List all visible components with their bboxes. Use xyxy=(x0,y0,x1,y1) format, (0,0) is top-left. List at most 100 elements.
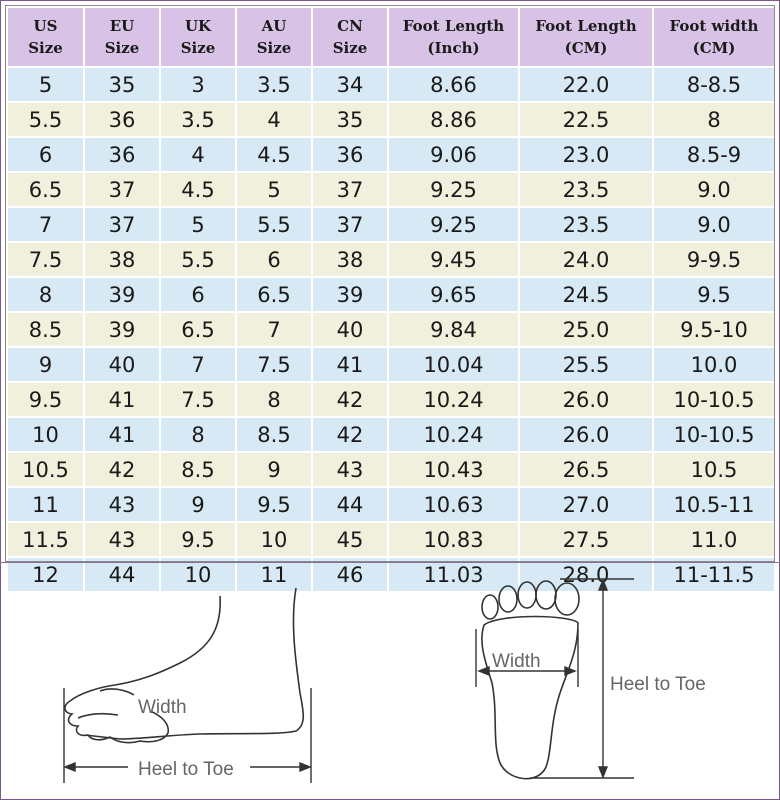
table-row: 8 39 6 6.5 39 9.65 24.5 9.5 xyxy=(6,276,776,313)
table-cell: 36 xyxy=(83,136,161,173)
column-header-line1: CN xyxy=(337,17,363,35)
table-cell: 9.0 xyxy=(652,171,776,208)
table-cell: 5.5 xyxy=(235,206,313,243)
table-cell: 4 xyxy=(159,136,237,173)
table-cell: 3.5 xyxy=(159,101,237,138)
table-cell: 8 xyxy=(6,276,85,313)
table-cell: 4 xyxy=(235,101,313,138)
table-cell: 25.0 xyxy=(518,311,654,348)
side-foot-measure-lines xyxy=(63,688,312,783)
table-cell: 37 xyxy=(83,206,161,243)
section-divider xyxy=(0,562,780,563)
table-row: 5 35 3 3.5 34 8.66 22.0 8-8.5 xyxy=(6,66,776,103)
table-cell: 45 xyxy=(311,521,389,558)
table-cell: 7.5 xyxy=(235,346,313,383)
table-cell: 41 xyxy=(311,346,389,383)
table-row: 5.5 36 3.5 4 35 8.86 22.5 8 xyxy=(6,101,776,138)
table-cell: 37 xyxy=(311,171,389,208)
table-cell: 40 xyxy=(83,346,161,383)
table-cell: 8 xyxy=(159,416,237,453)
table-cell: 43 xyxy=(311,451,389,488)
table-cell: 9.5 xyxy=(6,381,85,418)
table-cell: 41 xyxy=(83,416,161,453)
column-header-line1: EU xyxy=(109,17,135,35)
table-cell: 11.0 xyxy=(652,521,776,558)
column-header-line1: US xyxy=(33,17,58,35)
table-cell: 8.5 xyxy=(6,311,85,348)
column-header-line1: Foot Length xyxy=(402,17,505,35)
table-cell: 35 xyxy=(83,66,161,103)
table-cell: 39 xyxy=(83,311,161,348)
column-header-line2: Size xyxy=(104,39,140,57)
table-cell: 10.63 xyxy=(387,486,520,523)
side-foot-drawing xyxy=(64,587,305,744)
column-header-line2: Size xyxy=(180,39,216,57)
column-header: Foot Length (Inch) xyxy=(387,6,520,68)
table-cell: 7 xyxy=(6,206,85,243)
table-cell: 11 xyxy=(6,486,85,523)
table-cell: 42 xyxy=(311,416,389,453)
table-cell: 9.5 xyxy=(652,276,776,313)
table-cell: 37 xyxy=(311,206,389,243)
table-cell: 9.45 xyxy=(387,241,520,278)
table-cell: 22.5 xyxy=(518,101,654,138)
table-cell: 3 xyxy=(159,66,237,103)
table-cell: 5 xyxy=(235,171,313,208)
table-cell: 9.25 xyxy=(387,206,520,243)
table-row: 6.5 37 4.5 5 37 9.25 23.5 9.0 xyxy=(6,171,776,208)
column-header-line2: Size xyxy=(256,39,292,57)
table-row: 10 41 8 8.5 42 10.24 26.0 10-10.5 xyxy=(6,416,776,453)
foot-measurement-illustration: Width Heel to Toe Width Heel to Toe xyxy=(63,578,706,783)
table-cell: 6 xyxy=(6,136,85,173)
table-body: 5 35 3 3.5 34 8.66 22.0 8-8.5 5.5 36 3.5 4 35 8.86 22.… xyxy=(6,66,776,593)
table-cell: 6 xyxy=(235,241,313,278)
table-cell: 9.5-10 xyxy=(652,311,776,348)
sole-width-label: Width xyxy=(492,651,541,672)
table-cell: 8-8.5 xyxy=(652,66,776,103)
column-header: EU Size xyxy=(83,6,161,68)
table-cell: 7.5 xyxy=(159,381,237,418)
table-cell: 27.0 xyxy=(518,486,654,523)
table-cell: 4.5 xyxy=(235,136,313,173)
table-cell: 22.0 xyxy=(518,66,654,103)
table-row: 9 40 7 7.5 41 10.04 25.5 10.0 xyxy=(6,346,776,383)
sole-measure-lines xyxy=(475,578,634,779)
table-row: 11 43 9 9.5 44 10.63 27.0 10.5-11 xyxy=(6,486,776,523)
table-cell: 8 xyxy=(652,101,776,138)
table-cell: 43 xyxy=(83,521,161,558)
table-cell: 9 xyxy=(235,451,313,488)
table-cell: 9 xyxy=(6,346,85,383)
table-cell: 9.25 xyxy=(387,171,520,208)
table-cell: 39 xyxy=(311,276,389,313)
table-cell: 9 xyxy=(159,486,237,523)
column-header: Foot width (CM) xyxy=(652,6,776,68)
table-row: 7 37 5 5.5 37 9.25 23.5 9.0 xyxy=(6,206,776,243)
table-cell: 36 xyxy=(311,136,389,173)
table-cell: 11.5 xyxy=(6,521,85,558)
table-row: 11.5 43 9.5 10 45 10.83 27.5 11.0 xyxy=(6,521,776,558)
table-cell: 23.5 xyxy=(518,206,654,243)
table-cell: 8.5 xyxy=(235,416,313,453)
column-header: CN Size xyxy=(311,6,389,68)
table-cell: 41 xyxy=(83,381,161,418)
table-cell: 28.0 xyxy=(518,556,654,593)
table-cell: 8.86 xyxy=(387,101,520,138)
column-header-line2: Size xyxy=(332,39,368,57)
table-row: 7.5 38 5.5 6 38 9.45 24.0 9-9.5 xyxy=(6,241,776,278)
table-cell: 8.5-9 xyxy=(652,136,776,173)
table-cell: 10.0 xyxy=(652,346,776,383)
table-cell: 35 xyxy=(311,101,389,138)
column-header-line2: (CM) xyxy=(564,39,608,57)
table-row: 8.5 39 6.5 7 40 9.84 25.0 9.5-10 xyxy=(6,311,776,348)
table-cell: 5 xyxy=(159,206,237,243)
table-cell: 9.5 xyxy=(159,521,237,558)
table-cell: 6.5 xyxy=(159,311,237,348)
table-cell: 27.5 xyxy=(518,521,654,558)
table-cell: 9.84 xyxy=(387,311,520,348)
table-cell: 5 xyxy=(6,66,85,103)
table-cell: 5.5 xyxy=(6,101,85,138)
table-cell: 9-9.5 xyxy=(652,241,776,278)
table-row: 9.5 41 7.5 8 42 10.24 26.0 10-10.5 xyxy=(6,381,776,418)
table-cell: 34 xyxy=(311,66,389,103)
column-header: AU Size xyxy=(235,6,313,68)
